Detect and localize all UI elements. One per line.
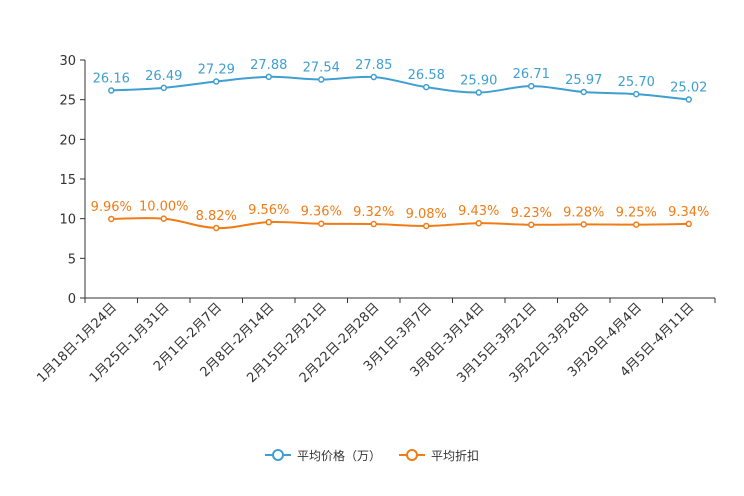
data-point [265, 218, 272, 226]
data-label: 9.08% [406, 207, 447, 222]
y-tick-label: 10 [59, 213, 76, 228]
legend-price-swatch-icon [264, 449, 291, 461]
data-label: 26.71 [513, 67, 550, 82]
data-point [580, 88, 587, 96]
line-chart: 0510152025301月18日-1月24日1月25日-1月31日2月1日-2… [34, 54, 716, 386]
data-label: 10.00% [139, 200, 189, 215]
data-point [160, 215, 167, 222]
legend-item-price[interactable]: 平均价格（万） [264, 447, 381, 464]
data-point [685, 96, 692, 103]
legend-discount-label: 平均折扣 [431, 448, 480, 463]
data-label: 26.49 [145, 69, 182, 84]
data-point [370, 220, 377, 228]
data-point [108, 215, 115, 223]
data-label: 9.36% [301, 205, 342, 220]
data-point [423, 83, 430, 91]
data-point [528, 221, 535, 229]
y-tick-label: 25 [59, 94, 76, 109]
data-point [633, 221, 640, 228]
data-label: 26.58 [408, 68, 445, 83]
data-label: 9.28% [563, 205, 604, 220]
data-label: 9.34% [668, 205, 709, 220]
data-point [265, 73, 272, 81]
y-tick-label: 20 [59, 133, 76, 148]
legend-item-discount[interactable]: 平均折扣 [399, 447, 479, 464]
data-label: 25.70 [618, 75, 655, 90]
series-line [111, 217, 689, 230]
data-label: 27.29 [198, 62, 235, 77]
data-label: 25.97 [565, 73, 602, 88]
legend-price-label: 平均价格（万） [296, 448, 381, 463]
data-label: 8.82% [196, 209, 237, 224]
series-price: 26.16 26.49 27.29 27.88 27.54 27.85 26.58 25.90… [93, 58, 707, 103]
data-point [685, 220, 692, 228]
data-label: 27.88 [250, 58, 287, 73]
legend: 平均价格（万） 平均折扣 [0, 444, 744, 466]
data-point [423, 222, 430, 230]
legend-discount-swatch-icon [399, 449, 425, 461]
data-label: 27.54 [303, 61, 340, 76]
data-point [633, 90, 640, 98]
data-point [108, 87, 115, 94]
data-point [160, 84, 167, 92]
series-layer: 26.16 26.49 27.29 27.88 27.54 27.85 26.58 25.90… [91, 58, 709, 232]
data-point [528, 82, 535, 90]
data-label: 9.56% [248, 203, 289, 218]
y-tick-label: 15 [59, 173, 76, 188]
data-label: 25.02 [670, 81, 707, 96]
data-label: 25.90 [460, 74, 497, 89]
data-label: 27.85 [355, 58, 392, 73]
data-point [213, 224, 220, 232]
data-point [580, 221, 587, 228]
y-tick-label: 5 [68, 252, 76, 267]
data-label: 9.96% [91, 200, 132, 215]
data-label: 9.23% [511, 206, 552, 221]
data-label: 9.25% [616, 206, 657, 221]
data-point [318, 220, 325, 227]
data-point [370, 73, 377, 81]
data-point [475, 219, 482, 227]
data-point [475, 89, 482, 96]
y-tick-label: 0 [68, 292, 76, 307]
data-point [318, 76, 325, 83]
series-line [111, 75, 689, 101]
data-label: 9.32% [353, 205, 394, 220]
data-label: 26.16 [93, 71, 130, 86]
series-discount: 9.96% 10.00% 8.82% 9.56% 9.36% 9.32% 9.08% 9.43… [91, 200, 709, 232]
y-tick-label: 30 [59, 54, 76, 69]
data-point [213, 78, 220, 85]
data-label: 9.43% [458, 204, 499, 219]
